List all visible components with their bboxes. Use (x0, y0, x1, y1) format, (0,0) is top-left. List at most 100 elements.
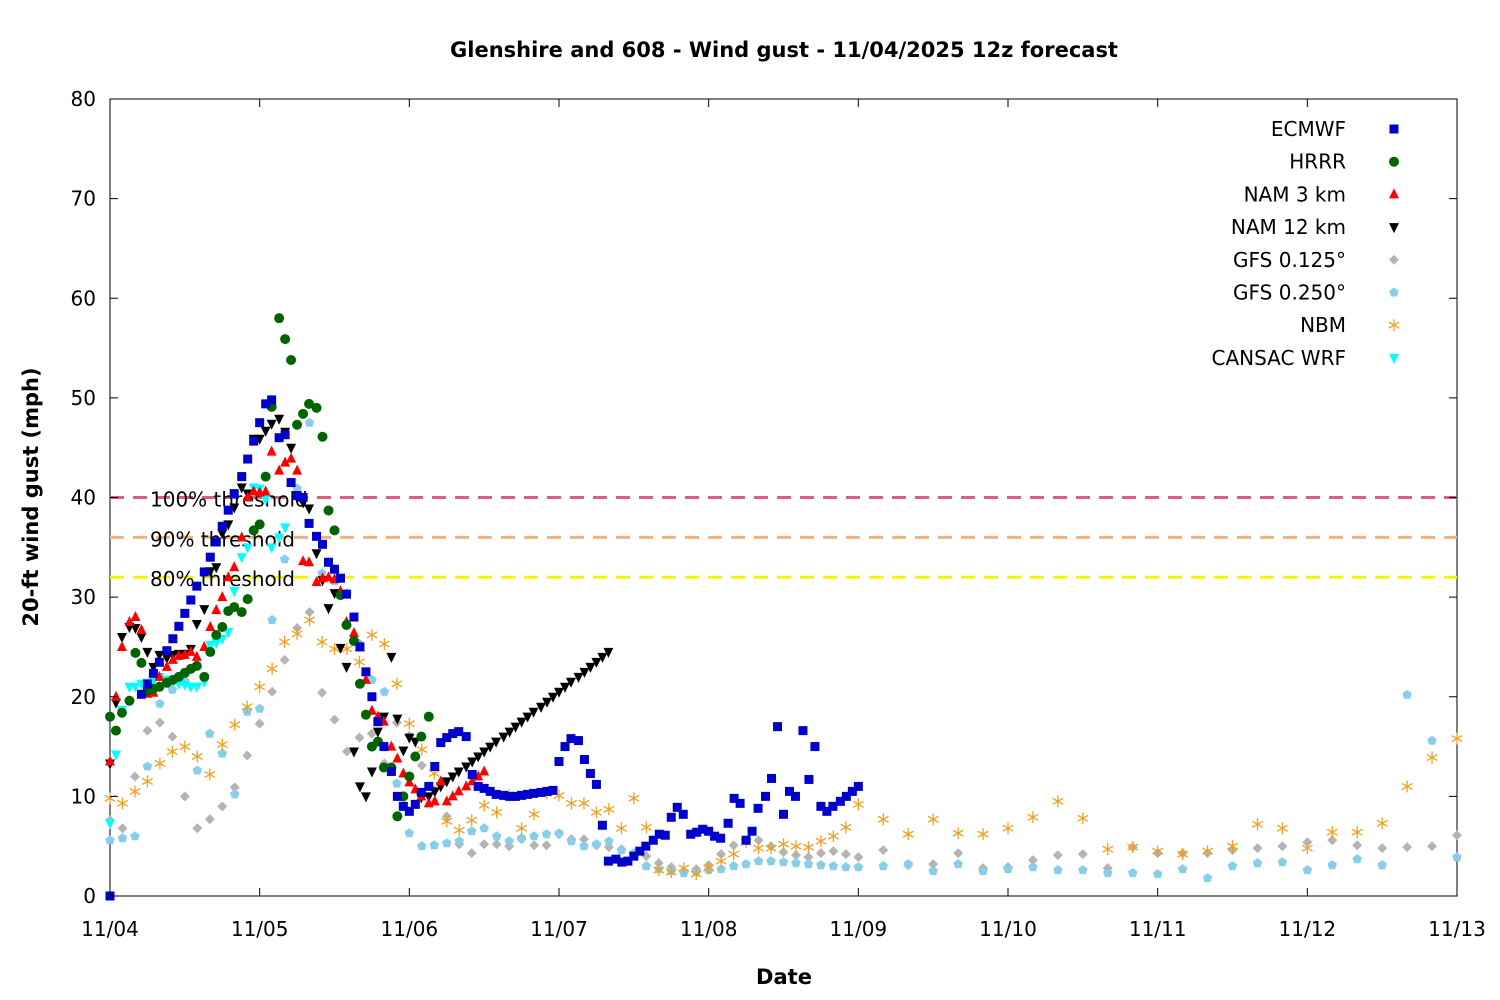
data-point (615, 822, 627, 835)
data-point (353, 655, 365, 668)
data-point (274, 464, 285, 475)
y-tick-label: 0 (83, 884, 96, 908)
data-point (304, 417, 315, 427)
data-point (853, 852, 864, 863)
data-point (116, 640, 127, 651)
data-point (678, 809, 688, 819)
data-point (167, 653, 178, 664)
data-point (211, 537, 221, 547)
data-point (704, 826, 714, 836)
data-point (716, 833, 726, 843)
data-point (254, 703, 265, 713)
data-point (927, 813, 939, 826)
data-point (386, 766, 396, 776)
data-point (217, 591, 228, 602)
data-point (654, 829, 664, 839)
data-point (378, 637, 390, 650)
data-point (1277, 841, 1288, 852)
data-point (355, 642, 365, 652)
data-point (461, 780, 472, 791)
data-point (815, 835, 827, 848)
data-point (110, 690, 121, 701)
legend-label: HRRR (1289, 150, 1346, 174)
data-point (710, 831, 720, 841)
data-point (236, 531, 247, 542)
data-point (130, 682, 141, 693)
data-point (1102, 843, 1114, 856)
data-point (329, 714, 340, 725)
data-point (404, 806, 414, 816)
data-point (516, 717, 527, 728)
data-point (554, 757, 564, 767)
data-point (536, 702, 547, 713)
data-point (810, 742, 820, 752)
data-point (579, 755, 589, 765)
data-point (267, 615, 277, 625)
data-point (1227, 861, 1238, 871)
data-point (548, 692, 559, 703)
data-point (1252, 858, 1263, 868)
data-point (348, 747, 359, 758)
data-point (591, 839, 602, 849)
data-point (341, 746, 352, 757)
data-point (280, 430, 290, 440)
data-point (554, 828, 564, 838)
data-point (778, 847, 789, 858)
data-point (1226, 840, 1239, 853)
data-point (116, 797, 128, 810)
data-point (236, 553, 247, 564)
data-point (461, 762, 472, 773)
chart-title: Glenshire and 608 - Wind gust - 11/04/20… (450, 38, 1118, 62)
data-point (666, 812, 676, 822)
data-point (329, 525, 340, 536)
data-point (1451, 732, 1463, 745)
data-point (491, 806, 503, 819)
series-ecmwf (105, 395, 863, 901)
data-point (1177, 864, 1188, 874)
data-point (404, 771, 415, 782)
data-point (141, 775, 153, 788)
data-point (466, 814, 478, 827)
data-point (242, 491, 253, 502)
data-point (585, 662, 596, 673)
x-tick-label: 11/13 (1428, 917, 1486, 941)
data-point (335, 573, 345, 583)
data-point (266, 662, 278, 675)
data-point (765, 842, 777, 855)
data-point (686, 829, 696, 839)
data-point (528, 707, 539, 718)
data-point (603, 803, 615, 816)
y-tick-label: 40 (71, 486, 96, 510)
data-point (715, 855, 727, 868)
data-point (1277, 857, 1288, 867)
data-point (266, 543, 277, 554)
data-point (504, 836, 514, 846)
x-tick-label: 11/06 (381, 917, 439, 941)
data-point (1352, 840, 1363, 851)
data-point (653, 864, 665, 877)
data-point (410, 799, 420, 809)
data-point (728, 848, 740, 861)
data-point (229, 782, 240, 793)
data-point (379, 686, 390, 696)
data-point (723, 818, 733, 828)
data-point (573, 736, 583, 746)
data-point (1402, 689, 1412, 699)
data-point (952, 827, 964, 840)
data-point (104, 792, 116, 805)
data-point (404, 828, 415, 838)
data-point (185, 645, 196, 656)
data-point (280, 456, 291, 467)
data-point (529, 788, 539, 798)
data-point (791, 858, 801, 868)
data-point (292, 419, 303, 430)
data-point (777, 838, 790, 851)
data-point (154, 757, 166, 770)
data-point (130, 647, 141, 658)
data-point (279, 554, 290, 564)
data-point (835, 796, 845, 806)
data-point (1402, 842, 1413, 853)
data-point (590, 806, 602, 819)
legend-label: NBM (1300, 313, 1346, 337)
data-point (274, 433, 284, 443)
